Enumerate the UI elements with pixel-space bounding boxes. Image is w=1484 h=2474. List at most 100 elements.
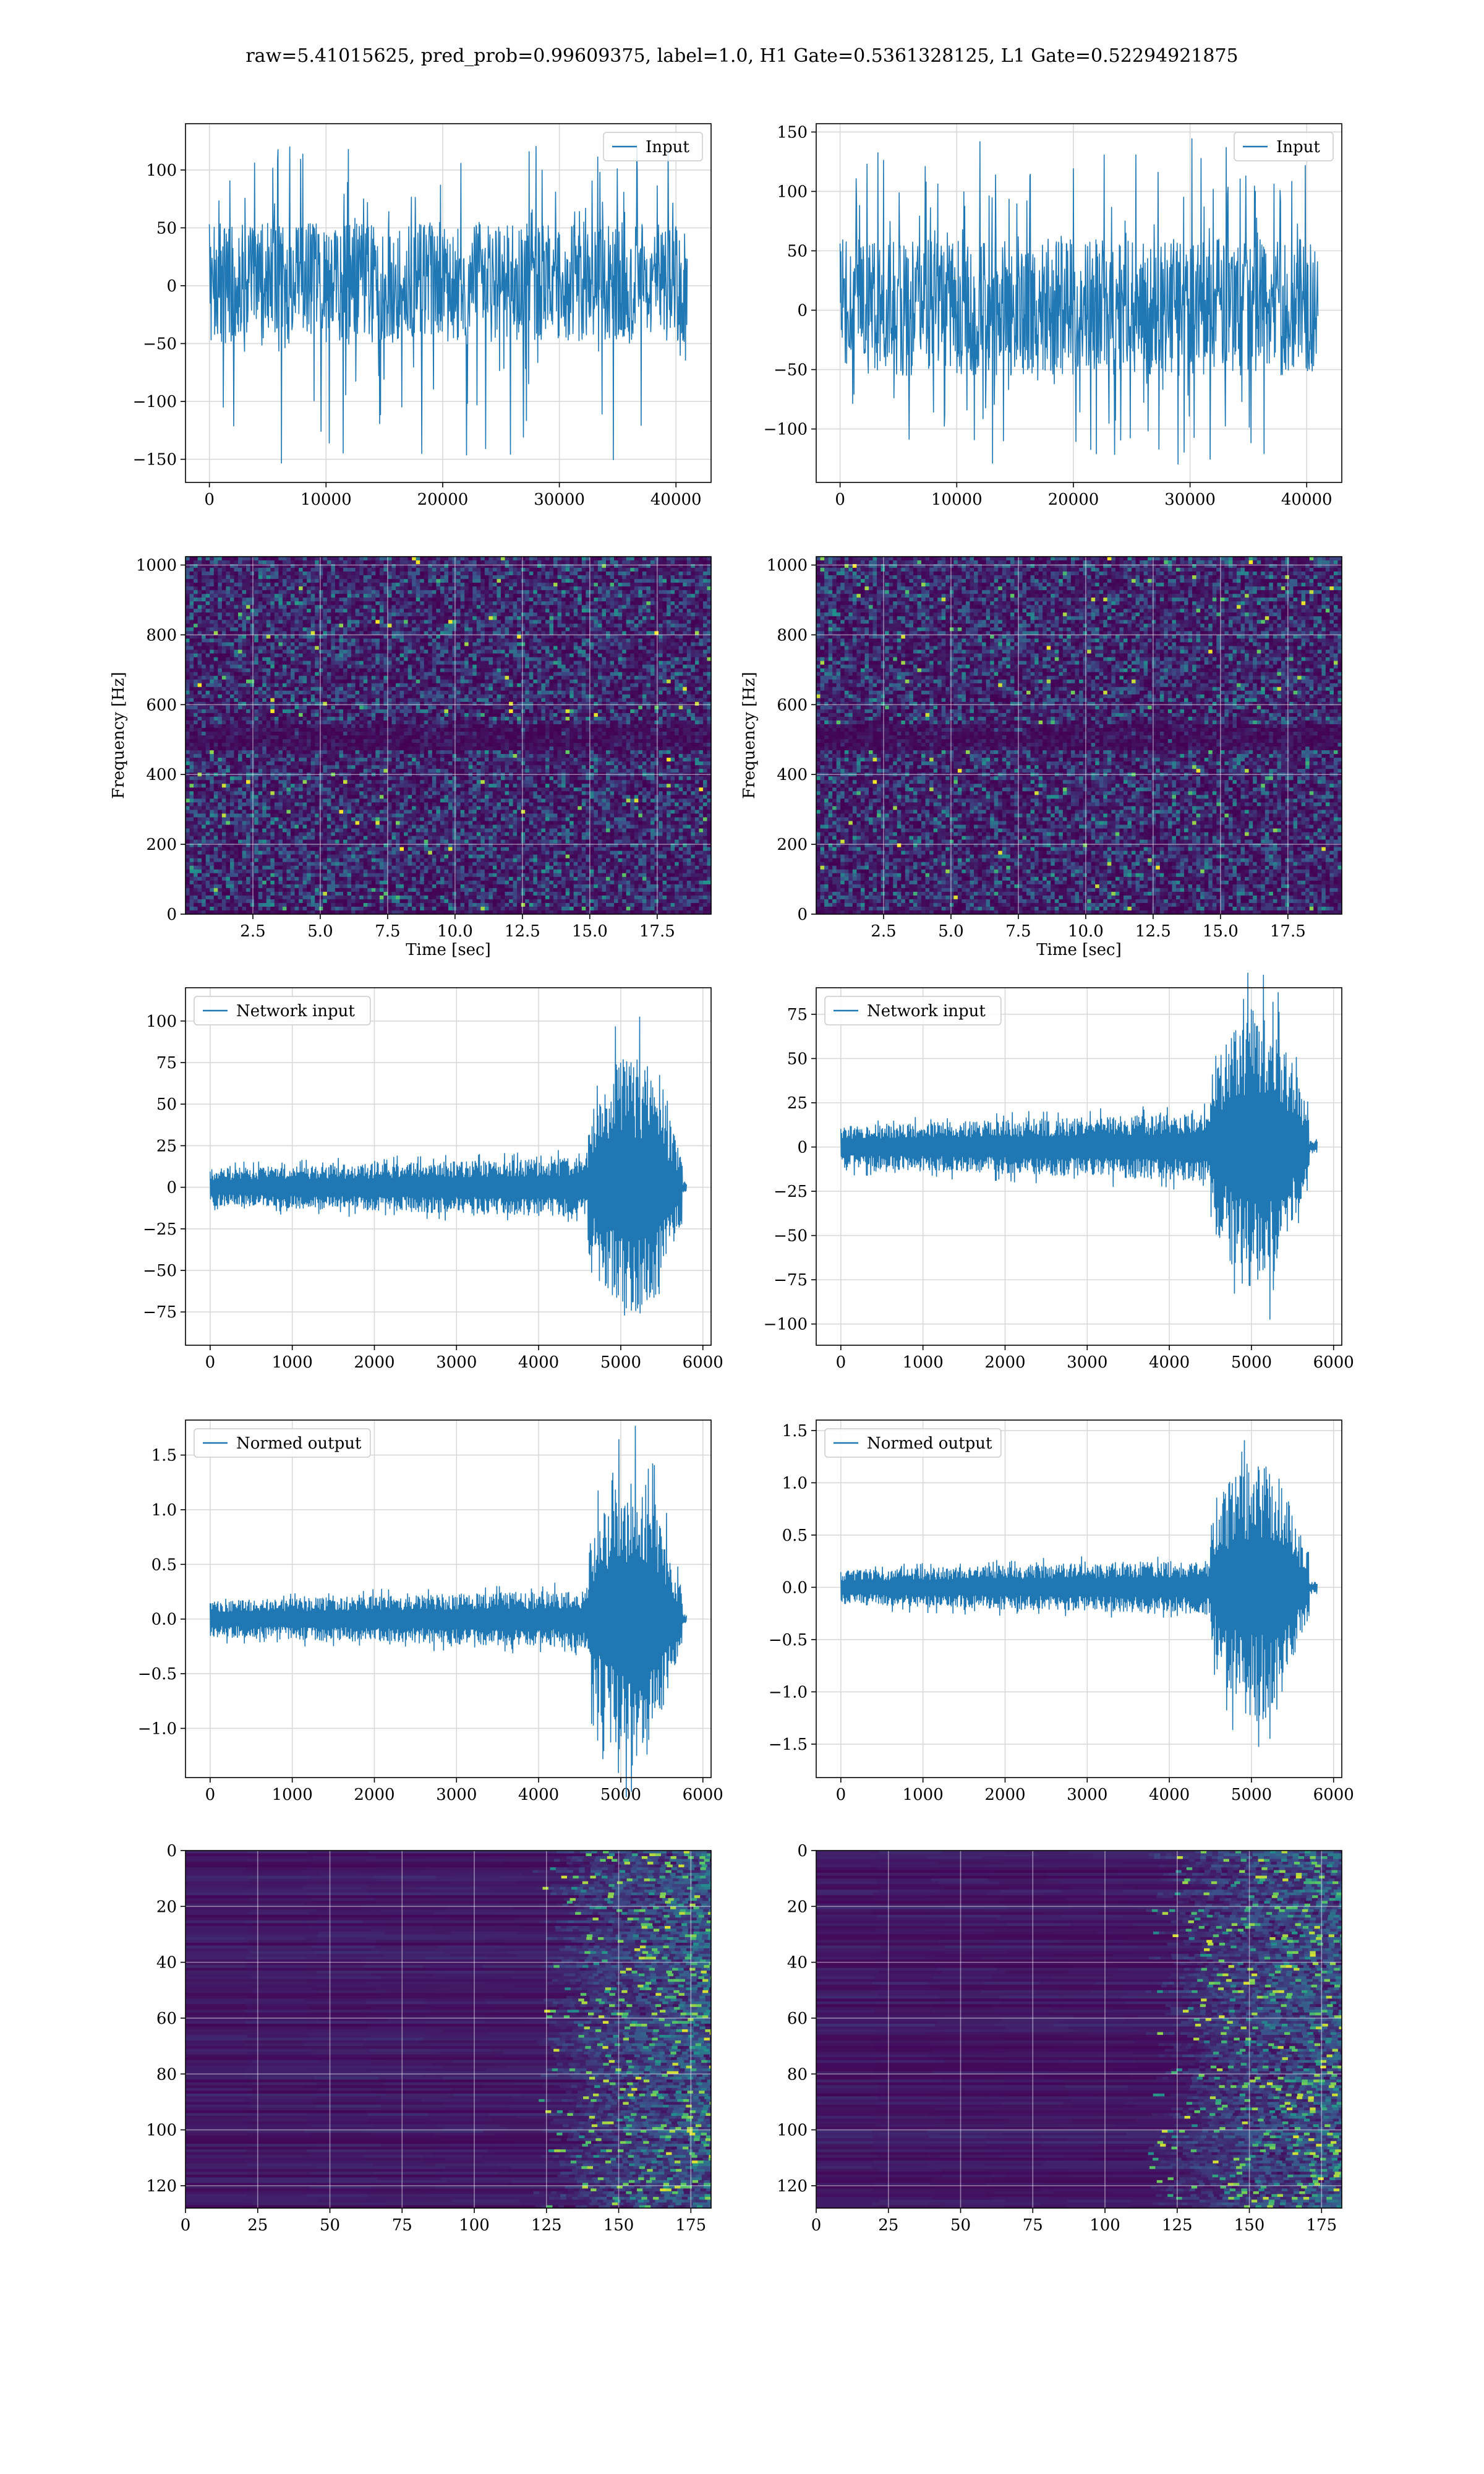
- h1-spectrogram-cell: [663, 609, 667, 613]
- h1-spectrogram-cell: [671, 620, 675, 624]
- h1-spectrogram-cell: [525, 646, 529, 651]
- h1-spectrogram-cell: [275, 620, 279, 624]
- h1-spectrogram-cell: [291, 635, 295, 639]
- h1-spectrogram-cell: [186, 568, 190, 572]
- h1-spectrogram-cell: [529, 560, 534, 565]
- h1-spectrogram-cell: [485, 571, 489, 576]
- h1-spectrogram-cell: [485, 583, 489, 587]
- h1-spectrogram-cell: [456, 654, 461, 658]
- h1-spectrogram-cell: [638, 575, 642, 580]
- h1-spectrogram-cell: [448, 597, 453, 602]
- h1-spectrogram-cell: [307, 571, 311, 576]
- h1-spectrogram-cell: [194, 583, 198, 587]
- h1-spectrogram-cell: [226, 575, 230, 580]
- h1-spectrogram-cell: [626, 642, 631, 646]
- h1-spectrogram-cell: [364, 609, 368, 613]
- h1-spectrogram-cell: [348, 609, 352, 613]
- h1-spectrogram-cell: [424, 560, 429, 565]
- h1-spectrogram-cell: [553, 669, 558, 673]
- h1-spectrogram-cell: [335, 571, 339, 576]
- h1-spectrogram-cell: [461, 650, 465, 654]
- h1-spectrogram-cell: [663, 650, 667, 654]
- h1-spectrogram-cell: [582, 657, 586, 662]
- h1-spectrogram-cell: [456, 579, 461, 583]
- h1-spectrogram-cell: [630, 635, 634, 639]
- h1-spectrogram-cell: [444, 635, 448, 639]
- h1-spectrogram-cell: [396, 560, 400, 565]
- h1-spectrogram-cell: [610, 594, 615, 598]
- h1-spectrogram-cell: [578, 669, 582, 673]
- h1-spectrogram-cell: [275, 642, 279, 646]
- h1-spectrogram-cell: [210, 672, 214, 677]
- h1-spectrogram-cell: [408, 650, 412, 654]
- h1-spectrogram-cell: [234, 623, 238, 628]
- h1-spectrogram-cell: [380, 642, 384, 646]
- h1-spectrogram-cell: [569, 669, 574, 673]
- h1-spectrogram-cell: [675, 597, 679, 602]
- h1-spectrogram-cell: [626, 646, 631, 651]
- h1-spectrogram-cell: [372, 623, 376, 628]
- h1-spectrogram-cell: [541, 557, 545, 561]
- h1-spectrogram-cell: [477, 669, 481, 673]
- h1-spectrogram-cell: [424, 586, 429, 591]
- h1-spectrogram-cell: [574, 646, 578, 651]
- h1-spectrogram-cell: [246, 590, 250, 594]
- h1-spectrogram-cell: [299, 627, 303, 631]
- h1-spectrogram-cell: [262, 650, 267, 654]
- h1-spectrogram-cell: [590, 571, 594, 576]
- h1-spectrogram-cell: [606, 627, 610, 631]
- h1-spectrogram-cell: [509, 605, 513, 609]
- h1-spectrogram-cell: [537, 627, 542, 631]
- h1-spectrogram-cell: [198, 557, 202, 561]
- h1-spectrogram-cell: [254, 597, 258, 602]
- h1-spectrogram-cell: [246, 594, 250, 598]
- h1-spectrogram-cell: [262, 623, 267, 628]
- h1-spectrogram-cell: [186, 635, 190, 639]
- h1-spectrogram-cell: [594, 557, 598, 561]
- h1-spectrogram-cell: [469, 650, 473, 654]
- h1-spectrogram-cell: [509, 597, 513, 602]
- h1-spectrogram-cell: [307, 557, 311, 561]
- h1-spectrogram-cell: [396, 616, 400, 620]
- h1-spectrogram-cell: [582, 579, 586, 583]
- h1-spectrogram-cell: [194, 657, 198, 662]
- h1-spectrogram-cell: [699, 616, 703, 620]
- h1-spectrogram-cell: [461, 579, 465, 583]
- h1-spectrogram-cell: [469, 616, 473, 620]
- h1-spectrogram-cell: [630, 609, 634, 613]
- h1-spectrogram-cell: [432, 605, 437, 609]
- h1-spectrogram-cell: [367, 571, 372, 576]
- h1-spectrogram-cell: [335, 560, 339, 565]
- h1-spectrogram-cell: [400, 586, 404, 591]
- h1-spectrogram-cell: [650, 661, 655, 666]
- h1-spectrogram-cell: [533, 568, 537, 572]
- h1-spectrogram-cell: [553, 627, 558, 631]
- h1-spectrogram-cell: [569, 638, 574, 643]
- h1-spectrogram-cell: [513, 665, 518, 669]
- h1-spectrogram-cell: [541, 612, 545, 617]
- h1-spectrogram-cell: [464, 669, 469, 673]
- h1-spectrogram-cell: [638, 560, 642, 565]
- h1-spectrogram-cell: [242, 568, 247, 572]
- h1-spectrogram-cell: [642, 657, 647, 662]
- h1-spectrogram-cell: [638, 597, 642, 602]
- h1-spectrogram-cell: [331, 661, 335, 666]
- h1-spectrogram-cell: [222, 583, 226, 587]
- h1-spectrogram-cell: [307, 638, 311, 643]
- h1-spectrogram-cell: [650, 635, 655, 639]
- h1-spectrogram-cell: [505, 579, 510, 583]
- h1-spectrogram-cell: [602, 583, 606, 587]
- h1-spectrogram-cell: [578, 612, 582, 617]
- h1-spectrogram-cell: [367, 609, 372, 613]
- h1-spectrogram-cell: [614, 642, 618, 646]
- h1-spectrogram-cell: [525, 601, 529, 606]
- h1-spectrogram-cell: [416, 635, 420, 639]
- h1-spectrogram-cell: [488, 638, 493, 643]
- h1-spectrogram-cell: [569, 583, 574, 587]
- h1-spectrogram-cell: [242, 571, 247, 576]
- h1-spectrogram-cell: [307, 642, 311, 646]
- h1-spectrogram-cell: [226, 661, 230, 666]
- h1-spectrogram-cell: [606, 560, 610, 565]
- h1-spectrogram-cell: [679, 623, 683, 628]
- h1-spectrogram-cell: [469, 568, 473, 572]
